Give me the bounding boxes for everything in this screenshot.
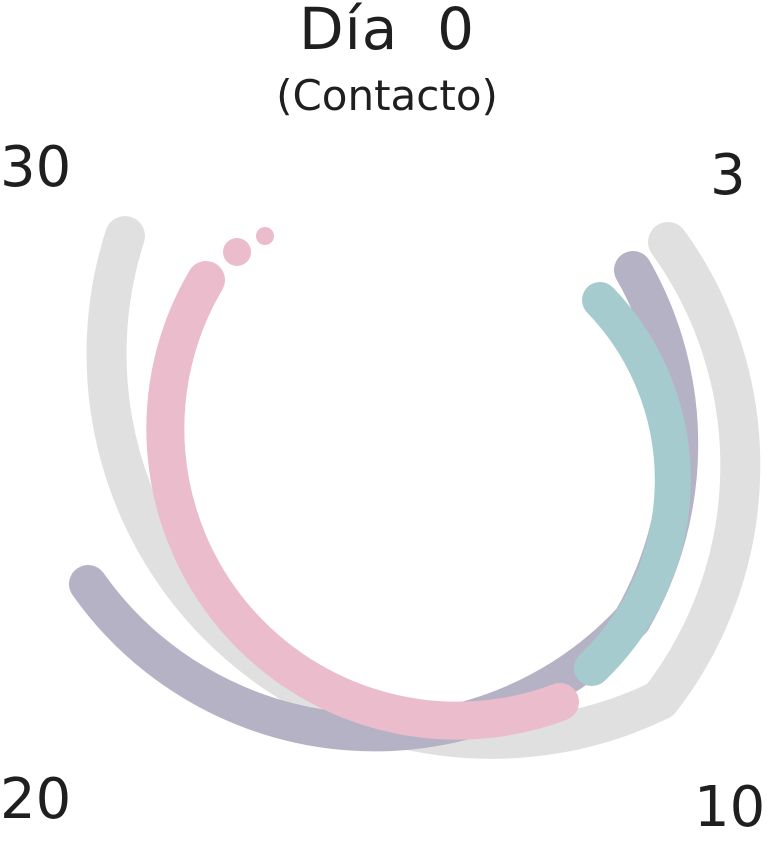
diagram-subtitle: (Contacto)	[276, 71, 498, 120]
pink-dot-small	[256, 227, 274, 245]
day-label-30: 30	[0, 135, 72, 200]
gray-arc-right	[640, 222, 761, 720]
pink-dot-large	[223, 238, 251, 266]
purple-arc-bottom	[69, 565, 651, 752]
pink-arc	[146, 261, 579, 740]
day-label-20: 20	[0, 767, 72, 832]
diagram-title: Día 0	[298, 0, 476, 63]
day-label-3: 3	[710, 143, 746, 208]
day-label-10: 10	[694, 775, 766, 840]
teal-arc	[574, 282, 691, 686]
